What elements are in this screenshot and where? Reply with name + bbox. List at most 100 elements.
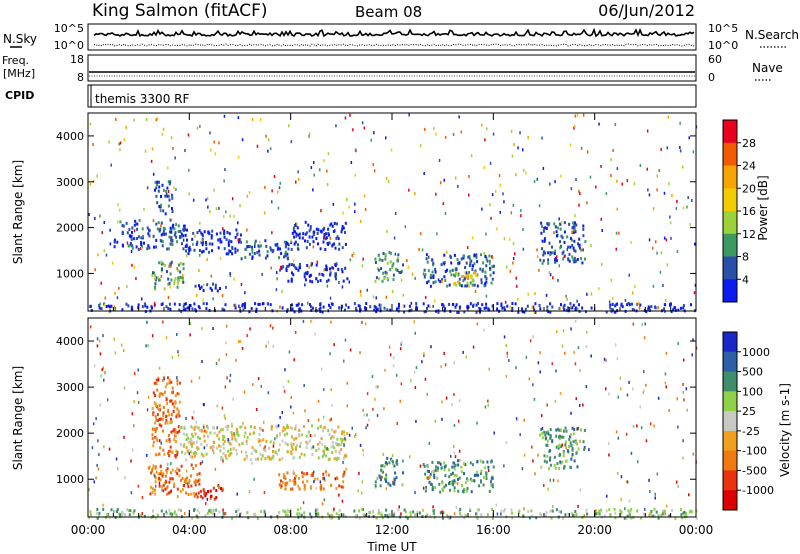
velocity-cell bbox=[189, 455, 192, 458]
velocity-cell bbox=[359, 443, 362, 447]
velocity-cell bbox=[127, 509, 130, 513]
velocity-cell bbox=[152, 509, 154, 513]
power-cell bbox=[455, 303, 458, 307]
power-cell bbox=[257, 302, 260, 306]
velocity-cell bbox=[325, 473, 328, 477]
velocity-cell bbox=[645, 439, 648, 443]
velocity-cell bbox=[539, 513, 542, 517]
power-cell bbox=[246, 245, 249, 248]
power-cell bbox=[208, 250, 211, 254]
power-cell bbox=[117, 220, 119, 224]
power-cell bbox=[231, 197, 234, 201]
power-cell bbox=[229, 214, 231, 218]
velocity-cell bbox=[160, 509, 163, 513]
velocity-cell bbox=[541, 414, 543, 418]
velocity-cell bbox=[588, 448, 590, 452]
power-cell bbox=[210, 234, 213, 238]
velocity-cell bbox=[249, 327, 251, 331]
velocity-cell bbox=[303, 472, 305, 476]
velocity-cell bbox=[218, 358, 220, 362]
velocity-cell bbox=[322, 451, 325, 455]
power-cell bbox=[208, 242, 211, 246]
velocity-cell bbox=[683, 358, 685, 362]
velocity-cell bbox=[289, 508, 292, 512]
velocity-cell bbox=[204, 514, 207, 518]
power-cell bbox=[421, 248, 424, 252]
velocity-cell bbox=[100, 374, 102, 378]
power-cell bbox=[284, 245, 287, 249]
velocity-cell bbox=[464, 514, 467, 518]
power-cell bbox=[330, 222, 333, 226]
velocity-cell bbox=[211, 445, 214, 449]
power-cell bbox=[481, 123, 483, 127]
power-cell bbox=[168, 198, 171, 202]
power-cell bbox=[326, 284, 329, 288]
velocity-cell bbox=[95, 476, 97, 480]
velocity-cell bbox=[298, 512, 301, 516]
power-cell bbox=[167, 190, 170, 193]
power-cell bbox=[320, 209, 322, 213]
power-cell bbox=[545, 227, 548, 230]
velocity-cell bbox=[177, 411, 180, 415]
power-cell bbox=[219, 257, 222, 260]
velocity-cell bbox=[191, 416, 194, 420]
velocity-cell bbox=[177, 425, 180, 429]
power-cell bbox=[369, 305, 372, 309]
velocity-cell bbox=[466, 486, 469, 490]
velocity-cell bbox=[555, 508, 558, 512]
velocity-cell bbox=[183, 425, 186, 429]
power-cell bbox=[536, 248, 538, 252]
power-cell bbox=[328, 303, 330, 307]
power-cell bbox=[533, 180, 536, 184]
velocity-cell bbox=[428, 441, 431, 445]
power-cell bbox=[113, 240, 116, 244]
power-cell bbox=[312, 240, 315, 244]
power-cell bbox=[167, 282, 169, 286]
power-cell bbox=[310, 263, 313, 267]
power-cell bbox=[226, 230, 229, 234]
velocity-cell bbox=[292, 411, 295, 415]
velocity-cell bbox=[192, 492, 195, 495]
power-cell bbox=[454, 305, 457, 309]
velocity-cell bbox=[551, 509, 554, 513]
power-cell bbox=[492, 132, 495, 136]
power-cell bbox=[456, 311, 459, 314]
velocity-cell bbox=[309, 434, 312, 437]
velocity-cell bbox=[187, 481, 190, 485]
velocity-cell bbox=[680, 516, 683, 520]
velocity-cell bbox=[648, 478, 650, 482]
velocity-cell bbox=[169, 477, 172, 481]
power-cell bbox=[669, 221, 672, 225]
power-cell bbox=[131, 307, 134, 311]
power-cell bbox=[483, 166, 485, 170]
velocity-cell bbox=[539, 433, 542, 437]
power-cell bbox=[394, 252, 397, 256]
velocity-cell bbox=[185, 417, 187, 420]
velocity-cell bbox=[558, 435, 560, 439]
power-cell bbox=[201, 240, 204, 244]
velocity-cell bbox=[222, 511, 225, 515]
power-cell bbox=[125, 302, 128, 306]
velocity-cell bbox=[166, 382, 169, 386]
velocity-cell bbox=[311, 471, 314, 475]
power-cell bbox=[321, 310, 324, 314]
velocity-cell bbox=[557, 479, 559, 483]
velocity-cell bbox=[322, 476, 325, 480]
velocity-cell bbox=[392, 513, 395, 517]
power-cell bbox=[170, 238, 173, 242]
power-cell bbox=[435, 192, 437, 196]
power-colorbar-swatch bbox=[723, 120, 737, 144]
velocity-cell bbox=[545, 511, 548, 514]
velocity-cell bbox=[228, 442, 231, 446]
power-cell bbox=[171, 243, 174, 247]
power-cell bbox=[551, 251, 554, 255]
power-cell bbox=[176, 267, 178, 271]
velocity-cell bbox=[576, 465, 579, 469]
velocity-cell bbox=[625, 432, 628, 436]
velocity-cell bbox=[413, 320, 415, 324]
velocity-cell bbox=[211, 512, 214, 516]
velocity-cell bbox=[549, 449, 552, 453]
velocity-cell bbox=[448, 475, 451, 479]
velocity-cell bbox=[619, 376, 621, 380]
power-cell bbox=[359, 290, 362, 293]
